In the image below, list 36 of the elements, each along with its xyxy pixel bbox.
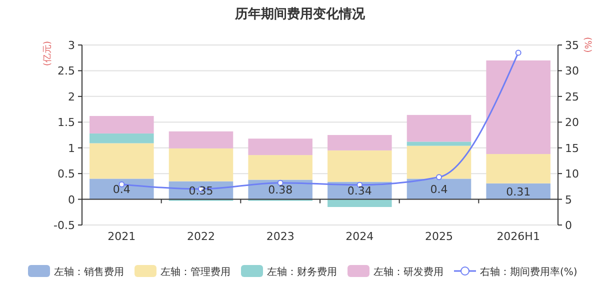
y2-tick-label: 5 — [565, 193, 572, 206]
y2-tick-label: 30 — [565, 64, 579, 78]
y2-tick-label: 35 — [565, 39, 579, 52]
y-tick-label: 1 — [68, 142, 75, 155]
legend-label: 左轴：财务费用 — [267, 266, 337, 278]
x-tick-label: 2023 — [266, 230, 294, 243]
y2-axis-title: (%) — [582, 37, 592, 53]
x-tick-label: 2022 — [187, 230, 215, 243]
x-tick-label: 2025 — [425, 230, 453, 243]
y-tick-label: 3 — [68, 39, 75, 52]
x-tick-label: 2026H1 — [496, 230, 540, 243]
legend-label: 左轴：管理费用 — [160, 266, 230, 278]
data-label: 0.35 — [188, 184, 214, 198]
data-label: 0.38 — [268, 184, 293, 197]
y-tick-label: -0.5 — [54, 219, 75, 232]
y-tick-label: 1.5 — [58, 116, 75, 130]
x-tick-label: 2021 — [108, 230, 136, 243]
y2-tick-label: 10 — [565, 168, 579, 181]
y-tick-label: 2 — [68, 90, 75, 104]
legend-label: 左轴：销售费用 — [54, 266, 124, 278]
legend-label: 右轴：期间费用率(%) — [480, 266, 578, 278]
y-tick-label: 0.5 — [58, 168, 75, 181]
y2-tick-label: 25 — [565, 90, 579, 104]
y2-tick-label: 15 — [565, 142, 579, 155]
legend-label: 左轴：研发费用 — [374, 266, 444, 278]
y-tick-label: 0 — [68, 193, 75, 206]
y-axis-title: (亿元) — [42, 41, 53, 66]
y2-tick-label: 0 — [565, 219, 572, 232]
data-label: 0.34 — [347, 184, 372, 198]
chart-title: 历年期间费用变化情况 — [234, 6, 366, 22]
x-tick-label: 2024 — [346, 230, 374, 243]
data-label: 0.4 — [112, 183, 130, 196]
y2-tick-label: 20 — [565, 116, 579, 130]
data-label: 0.4 — [430, 183, 448, 196]
y-tick-label: 2.5 — [58, 64, 75, 78]
data-label: 0.31 — [506, 185, 531, 198]
